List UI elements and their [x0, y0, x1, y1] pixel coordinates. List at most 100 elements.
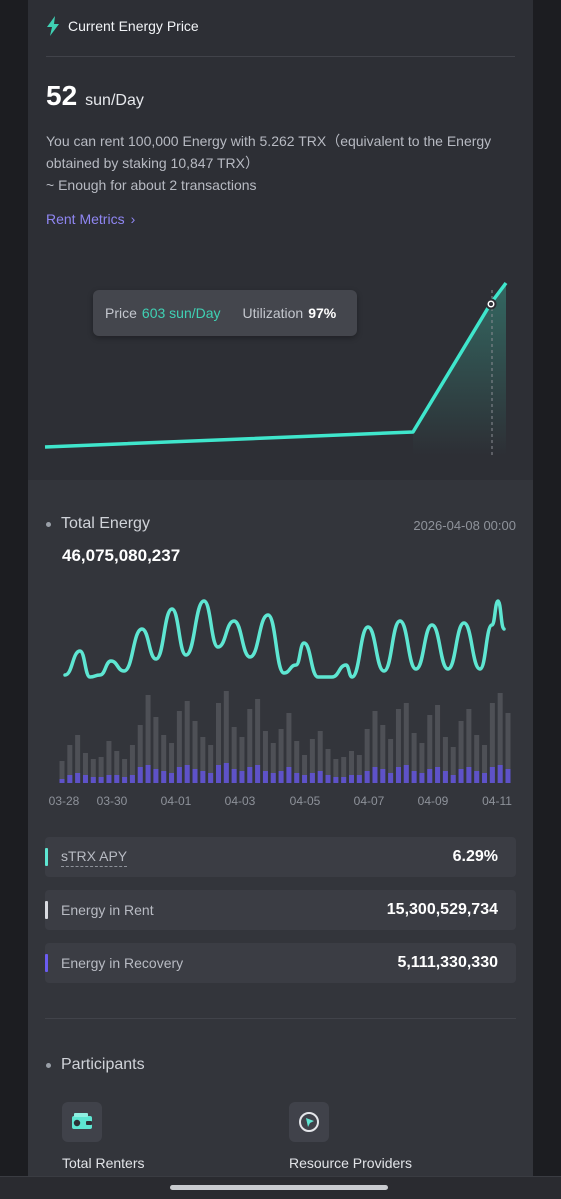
bar-gray [419, 743, 425, 783]
total-renters-label: Total Renters [62, 1155, 145, 1171]
bar-gray [75, 735, 81, 783]
bar-gray [458, 721, 464, 783]
price-tooltip: Price 603 sun/Day Utilization 97% [93, 290, 357, 336]
bar-purple [184, 765, 190, 783]
bar-gray [231, 727, 237, 783]
bar-purple [482, 773, 488, 783]
total-energy-label: Total Energy [61, 515, 150, 532]
price-curve-chart[interactable] [28, 250, 533, 480]
current-price: 52 sun/Day [46, 80, 144, 112]
bar-purple [489, 767, 495, 783]
bar-gray [286, 713, 292, 783]
bar-purple [302, 775, 308, 783]
description-line1: You can rent 100,000 Energy with 5.262 T… [46, 133, 492, 171]
metric-value: 6.29% [452, 848, 498, 865]
price-description: You can rent 100,000 Energy with 5.262 T… [46, 130, 516, 196]
bar-purple [309, 773, 315, 783]
bar-gray [106, 741, 112, 783]
bar-gray [169, 743, 175, 783]
bar-purple [98, 777, 104, 783]
bar-purple [442, 771, 448, 783]
bar-purple [349, 775, 355, 783]
bar-purple [403, 765, 409, 783]
metric-strx-apy[interactable]: sTRX APY 6.29% [45, 837, 516, 877]
bar-purple [137, 767, 143, 783]
color-bar [45, 901, 48, 919]
bar-gray [122, 759, 128, 783]
bar-purple [427, 769, 433, 783]
bar-gray [278, 729, 284, 783]
bar-gray [489, 703, 495, 783]
bar-gray [325, 749, 331, 783]
bar-gray [482, 745, 488, 783]
bullet-icon [46, 1062, 51, 1068]
bar-gray [294, 741, 300, 783]
bar-purple [200, 771, 206, 783]
price-unit: sun/Day [85, 92, 144, 109]
bar-purple [270, 773, 276, 783]
bar-purple [231, 769, 237, 783]
rent-metrics-link[interactable]: Rent Metrics › [46, 211, 135, 227]
bar-purple [67, 775, 73, 783]
metric-label: sTRX APY [61, 848, 128, 867]
bar-gray [239, 737, 245, 783]
bar-purple [255, 765, 261, 783]
bar-purple [59, 779, 65, 783]
bar-purple [75, 773, 81, 783]
divider [46, 56, 515, 57]
metric-energy-in-rent[interactable]: Energy in Rent 15,300,529,734 [45, 890, 516, 930]
bar-purple [176, 767, 182, 783]
date-label: 04-05 [290, 794, 321, 808]
bar-gray [161, 735, 167, 783]
metric-value: 15,300,529,734 [386, 901, 498, 918]
total-energy-chart[interactable]: 03-28 03-30 04-01 04-03 04-05 04-07 04-09 04-11 [28, 585, 533, 815]
date-label: 03-30 [97, 794, 128, 808]
bullet-icon [46, 521, 51, 527]
bar-gray [341, 757, 347, 783]
tooltip-price-label: Price [105, 305, 137, 321]
bar-purple [192, 769, 198, 783]
bar-gray [388, 739, 394, 783]
bar-purple [317, 771, 323, 783]
bar-gray [208, 745, 214, 783]
metric-label: Energy in Recovery [61, 955, 184, 971]
bar-gray [364, 729, 370, 783]
divider [45, 1018, 516, 1019]
header-title: Current Energy Price [68, 18, 199, 34]
bar-purple [356, 775, 362, 783]
bar-purple [278, 771, 284, 783]
bar-gray [114, 751, 120, 783]
bar-purple [333, 777, 339, 783]
bar-gray [349, 751, 355, 783]
bar-gray [262, 731, 268, 783]
bar-purple [372, 767, 378, 783]
bar-purple [114, 775, 120, 783]
home-indicator[interactable] [170, 1185, 388, 1190]
bar-gray [200, 737, 206, 783]
bar-gray [98, 757, 104, 783]
metric-energy-in-recovery[interactable]: Energy in Recovery 5,111,330,330 [45, 943, 516, 983]
date-axis: 03-28 03-30 04-01 04-03 04-05 04-07 04-09 04-11 [49, 794, 513, 808]
bar-purple [129, 775, 135, 783]
bar-purple [247, 767, 253, 783]
bar-gray [129, 745, 135, 783]
bar-gray [223, 691, 229, 783]
tooltip-util-value: 97% [308, 305, 337, 321]
bar-gray [497, 693, 503, 783]
metric-value: 5,111,330,330 [397, 954, 498, 971]
bar-gray [215, 703, 221, 783]
bar-gray [90, 759, 96, 783]
bar-gray [505, 713, 511, 783]
bar-purple [153, 769, 159, 783]
date-label: 04-09 [418, 794, 449, 808]
provider-icon [289, 1102, 329, 1142]
bar-gray [356, 755, 362, 783]
bar-gray [176, 711, 182, 783]
bar-purple [466, 767, 472, 783]
bar-gray [192, 721, 198, 783]
bar-gray [255, 699, 261, 783]
bar-purple [90, 777, 96, 783]
bar-purple [505, 769, 511, 783]
bar-purple [145, 765, 151, 783]
header: Current Energy Price [46, 16, 199, 36]
